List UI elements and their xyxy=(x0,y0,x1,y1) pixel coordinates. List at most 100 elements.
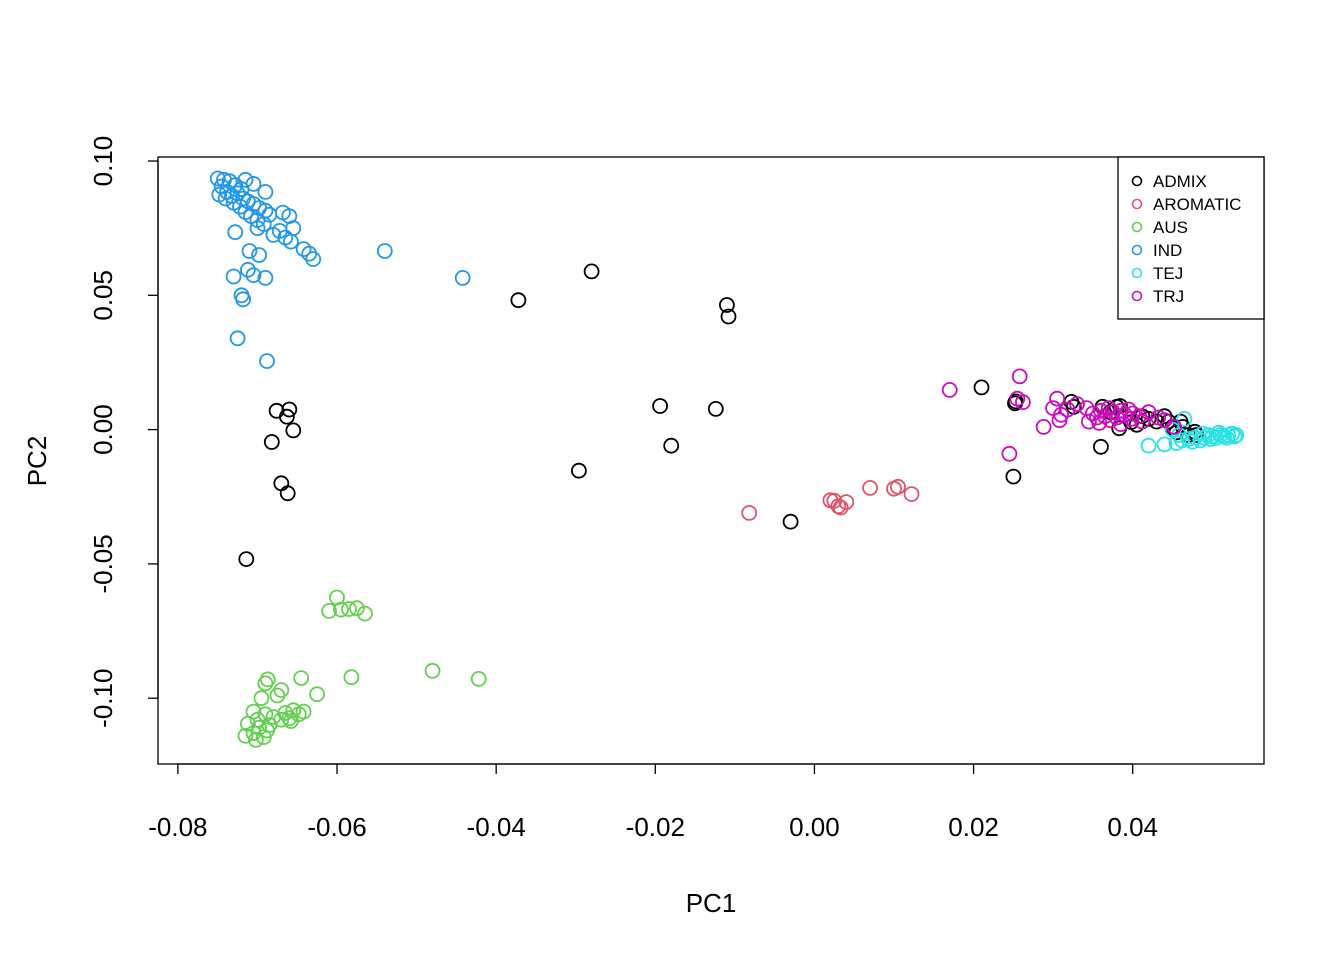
data-point xyxy=(343,669,360,686)
data-point xyxy=(571,462,587,479)
data-point xyxy=(227,224,244,241)
data-point xyxy=(232,198,248,215)
data-point xyxy=(782,513,799,530)
data-point xyxy=(663,437,680,454)
data-point xyxy=(1001,445,1018,462)
data-point xyxy=(424,662,441,679)
data-point xyxy=(257,269,274,286)
data-point xyxy=(257,183,274,200)
data-point xyxy=(259,671,276,688)
data-point xyxy=(1011,368,1028,385)
data-point xyxy=(1081,413,1097,430)
data-point xyxy=(309,686,326,703)
data-point xyxy=(239,261,256,278)
series-trj xyxy=(941,368,1182,462)
data-point xyxy=(269,687,286,704)
legend-marker xyxy=(1131,267,1143,279)
legend-marker xyxy=(1131,244,1143,256)
data-point xyxy=(1049,390,1065,407)
data-point xyxy=(249,220,266,237)
data-point xyxy=(1218,429,1235,446)
data-point xyxy=(237,171,254,188)
legend-marker xyxy=(1131,221,1143,233)
legend-box xyxy=(1117,156,1265,320)
data-point xyxy=(832,499,849,516)
x-tick-label: -0.02 xyxy=(626,812,685,842)
data-point xyxy=(719,297,735,313)
data-point xyxy=(341,601,357,617)
series-aus xyxy=(237,589,487,748)
data-point xyxy=(348,600,365,617)
data-point xyxy=(247,731,264,748)
data-point xyxy=(279,485,296,502)
data-point xyxy=(1093,438,1109,455)
data-point xyxy=(741,505,758,521)
data-point xyxy=(233,181,250,198)
data-point xyxy=(454,269,471,286)
data-point xyxy=(510,292,527,309)
data-point xyxy=(1184,433,1201,450)
data-point xyxy=(281,401,298,418)
x-tick-label: 0.02 xyxy=(948,812,999,842)
legend-marker xyxy=(1131,198,1143,210)
legend-label: IND xyxy=(1153,241,1182,260)
data-point xyxy=(263,434,280,450)
legend-marker xyxy=(1131,175,1143,187)
x-tick-label: 0.00 xyxy=(789,812,840,842)
legend-label: TEJ xyxy=(1153,264,1183,283)
series-ind xyxy=(209,170,471,370)
data-point xyxy=(376,243,393,259)
data-point xyxy=(245,725,262,741)
data-point xyxy=(1015,394,1031,411)
data-point xyxy=(1005,468,1022,485)
data-point xyxy=(903,486,920,503)
y-axis-title: PC2 xyxy=(22,436,52,487)
data-point xyxy=(285,422,302,439)
data-point xyxy=(1228,427,1245,443)
x-tick-label: -0.08 xyxy=(148,812,207,842)
x-tick-label: 0.04 xyxy=(1107,812,1158,842)
data-point xyxy=(1123,410,1139,427)
legend-label: ADMIX xyxy=(1153,172,1207,191)
legend-label: AROMATIC xyxy=(1153,195,1241,214)
series-aromatic xyxy=(741,478,920,521)
data-point xyxy=(838,494,855,511)
x-axis-title: PC1 xyxy=(686,888,737,918)
data-point xyxy=(1102,412,1119,429)
data-point xyxy=(225,268,242,285)
data-point xyxy=(356,605,373,622)
series-tej xyxy=(1140,410,1245,454)
data-point xyxy=(229,330,246,347)
data-point xyxy=(295,703,312,720)
data-point xyxy=(707,400,724,417)
data-point xyxy=(253,690,270,707)
data-point xyxy=(652,398,668,414)
data-point xyxy=(470,671,487,687)
data-point xyxy=(1091,414,1108,431)
x-axis: -0.08 -0.06 -0.04 -0.02 0.00 0.02 0.04 xyxy=(148,763,1158,842)
data-point xyxy=(1180,431,1197,447)
y-axis: 0.10 0.05 0.00 -0.05 -0.10 xyxy=(88,136,159,728)
data-point xyxy=(1226,428,1243,445)
data-point xyxy=(333,601,349,618)
data-point xyxy=(257,706,274,723)
data-point xyxy=(295,241,312,258)
x-tick-label: -0.04 xyxy=(467,812,526,842)
data-point xyxy=(278,408,295,425)
data-point xyxy=(1140,437,1157,454)
data-point xyxy=(1104,404,1121,421)
legend-marker xyxy=(1131,290,1143,302)
data-point xyxy=(241,243,258,259)
data-point xyxy=(583,263,600,280)
data-point xyxy=(282,713,299,729)
data-point xyxy=(1176,410,1193,427)
data-point xyxy=(209,170,226,187)
y-tick-label: 0.05 xyxy=(88,270,118,321)
data-point xyxy=(862,479,878,496)
data-point xyxy=(973,379,990,396)
data-point xyxy=(1100,400,1117,417)
data-point xyxy=(890,478,906,495)
data-point xyxy=(273,711,290,728)
data-point xyxy=(1156,436,1173,453)
data-point xyxy=(1134,413,1151,430)
